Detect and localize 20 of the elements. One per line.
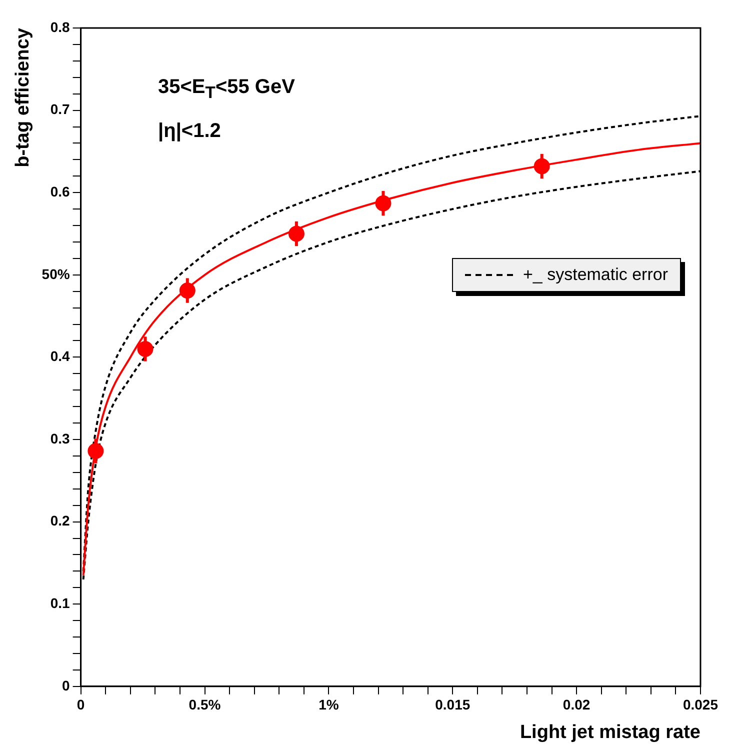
- y-tick-label: 50%: [42, 266, 70, 282]
- annotation: 35<E$_{T}$<55 GeV: [158, 75, 295, 104]
- y-tick-label: 0.3: [50, 430, 70, 446]
- y-tick-label: 0.7: [50, 101, 70, 118]
- annotation: |η|<1.2: [158, 119, 222, 144]
- y-tick-label: 0: [62, 677, 70, 694]
- y-tick-label: 0.4: [50, 348, 70, 364]
- x-tick-label: 0.02: [562, 696, 590, 713]
- x-tick-label: 0.025: [682, 696, 718, 713]
- x-tick-label: 1%: [318, 696, 340, 713]
- y-axis-title: b-tag efficiency: [12, 28, 34, 168]
- legend-label: +_ systematic error: [522, 265, 668, 285]
- x-tick-label: 0.5%: [188, 696, 222, 713]
- y-tick-label: 0.1: [50, 594, 70, 611]
- y-tick-label: 0.2: [50, 512, 70, 529]
- x-axis-title: Light jet mistag rate: [520, 722, 700, 743]
- y-tick-label: 0.8: [50, 18, 70, 35]
- x-tick-label: 0: [76, 696, 85, 713]
- x-tick-label: 0.015: [435, 696, 470, 713]
- y-tick-label: 0.6: [50, 183, 70, 200]
